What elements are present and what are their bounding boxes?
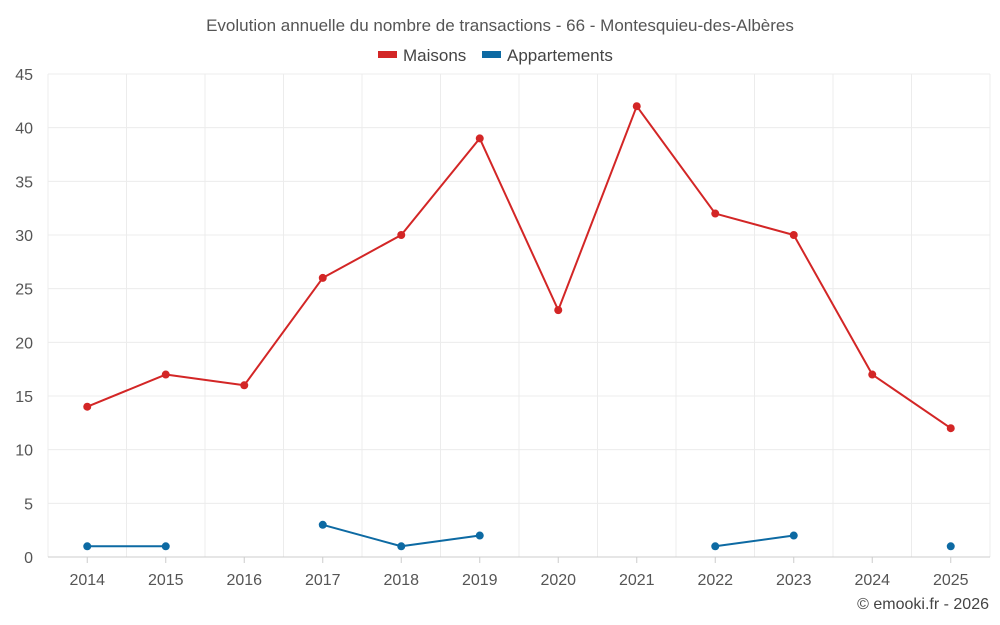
data-point-maisons[interactable] [632, 102, 641, 111]
data-point-maisons[interactable] [161, 370, 170, 379]
y-tick-label: 40 [15, 121, 33, 138]
y-tick-label: 10 [15, 443, 33, 460]
x-tick-label: 2022 [697, 572, 733, 589]
x-tick-label: 2014 [69, 572, 105, 589]
y-axis-ticks: 0 5 10 15 20 25 30 35 40 45 [15, 67, 33, 567]
x-tick-label: 2015 [148, 572, 184, 589]
y-tick-label: 15 [15, 389, 33, 406]
y-tick-label: 45 [15, 67, 33, 84]
data-point-maisons[interactable] [240, 381, 249, 390]
data-point-appartements[interactable] [711, 542, 720, 551]
data-point-maisons[interactable] [554, 306, 563, 315]
data-point-maisons[interactable] [397, 231, 406, 239]
x-tick-label: 2017 [305, 572, 341, 589]
y-tick-label: 5 [24, 496, 33, 513]
data-point-maisons[interactable] [711, 209, 720, 218]
legend: Maisons Appartements [378, 46, 613, 65]
series-points [83, 102, 955, 551]
y-tick-label: 35 [15, 174, 33, 191]
data-point-maisons[interactable] [789, 231, 798, 239]
data-point-appartements[interactable] [789, 531, 798, 540]
y-tick-label: 30 [15, 228, 33, 245]
x-tick-label: 2024 [854, 572, 890, 589]
data-point-appartements[interactable] [946, 542, 955, 551]
legend-label-maisons[interactable]: Maisons [403, 46, 466, 65]
credit-text: © emooki.fr - 2026 [857, 596, 989, 613]
data-point-appartements[interactable] [475, 531, 484, 540]
x-tick-label: 2019 [462, 572, 498, 589]
series-line-appartements [714, 534, 795, 548]
legend-swatch-maisons [378, 51, 397, 58]
grid [47, 73, 991, 557]
legend-swatch-appartements [482, 51, 501, 58]
legend-label-appartements[interactable]: Appartements [507, 46, 613, 65]
x-tick-label: 2020 [540, 572, 576, 589]
x-tick-label: 2016 [226, 572, 262, 589]
data-point-appartements[interactable] [161, 542, 170, 551]
data-point-maisons[interactable] [946, 424, 955, 433]
chart-title: Evolution annuelle du nombre de transact… [206, 16, 794, 35]
x-tick-label: 2021 [619, 572, 655, 589]
axes [48, 556, 990, 563]
x-axis-ticks: 2014 2015 2016 2017 2018 2019 2020 2021 2022 2023… [69, 572, 968, 589]
data-point-appartements[interactable] [318, 520, 327, 529]
y-tick-label: 25 [15, 282, 33, 299]
data-point-maisons[interactable] [318, 273, 327, 282]
data-point-maisons[interactable] [475, 134, 484, 143]
series-line-maisons [86, 105, 952, 430]
data-point-appartements[interactable] [397, 542, 406, 551]
data-point-maisons[interactable] [868, 370, 877, 379]
x-tick-label: 2023 [776, 572, 812, 589]
y-tick-label: 20 [15, 335, 33, 352]
data-point-appartements[interactable] [83, 542, 92, 551]
x-tick-label: 2018 [383, 572, 419, 589]
y-tick-label: 0 [24, 550, 33, 567]
x-tick-label: 2025 [933, 572, 969, 589]
data-point-maisons[interactable] [83, 402, 92, 411]
